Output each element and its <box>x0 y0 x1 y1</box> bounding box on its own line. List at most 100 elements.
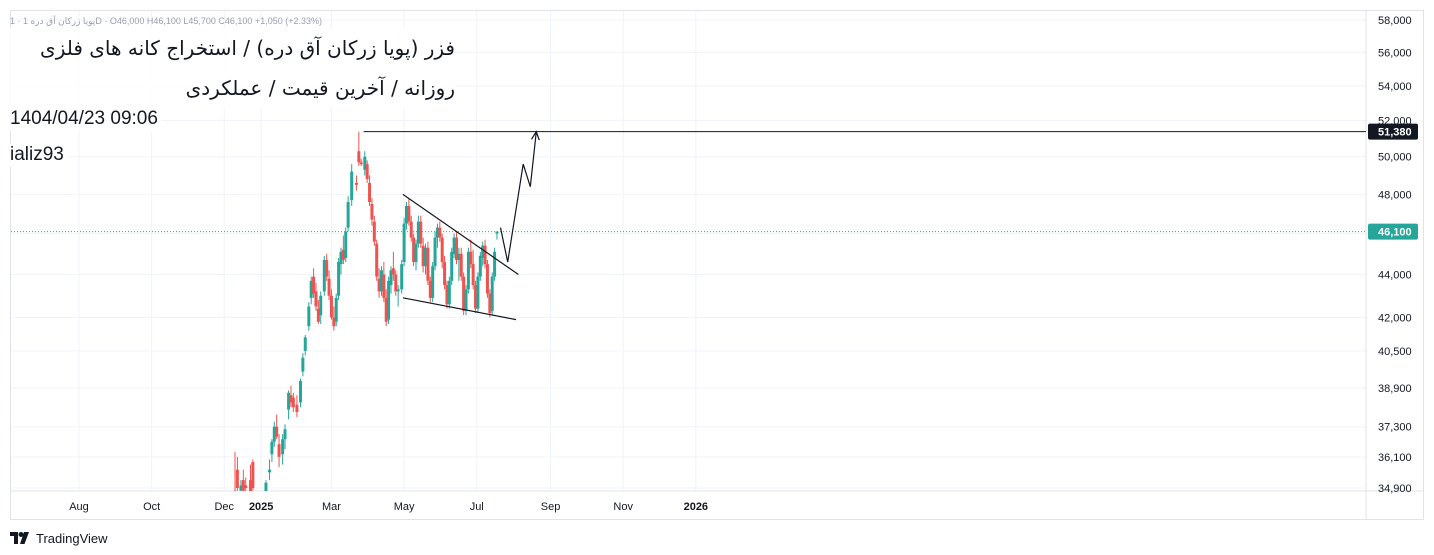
candle <box>490 272 494 316</box>
candle <box>377 268 381 298</box>
price-tick-label: 36,100 <box>1378 452 1412 464</box>
candle <box>314 282 318 311</box>
candle-body <box>447 280 451 305</box>
candle <box>382 262 386 303</box>
candle-body <box>295 404 299 413</box>
last-price-badge-label: 46,100 <box>1378 227 1412 239</box>
candle <box>443 255 447 290</box>
candle <box>350 164 354 206</box>
candle <box>481 241 485 267</box>
candle <box>433 231 437 271</box>
candle-body <box>471 264 475 286</box>
candle-body <box>493 251 497 277</box>
candle <box>346 196 350 232</box>
candle-body <box>400 264 404 290</box>
candle-body <box>409 221 413 238</box>
candle-body <box>490 276 494 311</box>
candle-body <box>452 237 456 254</box>
price-tick-label: 44,000 <box>1378 270 1412 282</box>
candles <box>233 131 499 491</box>
candle <box>301 353 305 377</box>
candle <box>396 285 400 307</box>
candle-body <box>424 247 428 267</box>
time-tick-label: Mar <box>322 501 341 513</box>
candle <box>457 247 461 281</box>
candle <box>312 268 316 298</box>
time-tick-label: Nov <box>613 501 633 513</box>
time-axis[interactable]: Aug Oct Dec 2025 Mar May Jul Sep Nov 2026 <box>69 501 708 513</box>
candle <box>428 276 432 303</box>
candle <box>334 293 338 327</box>
chart-header: پویا زرکان آق دره 1 · 1D · O46,000 H46,1… <box>10 14 455 108</box>
candle-body <box>332 317 336 327</box>
candle-body <box>244 485 248 488</box>
price-tick-label: 42,000 <box>1378 312 1412 324</box>
candle <box>239 480 243 491</box>
candle <box>244 477 248 491</box>
candle-body <box>359 162 363 165</box>
candle-body <box>488 293 492 314</box>
candle <box>445 280 449 309</box>
candle-body <box>325 259 329 277</box>
candle <box>402 217 406 267</box>
candle-body <box>241 480 245 491</box>
candle <box>483 239 487 269</box>
candle <box>495 231 499 240</box>
candle-body <box>391 268 395 275</box>
candle-body <box>483 245 487 265</box>
candle <box>450 247 454 286</box>
candle <box>307 302 311 331</box>
lower-trendline <box>402 297 517 321</box>
price-tick-label: 54,000 <box>1378 81 1412 93</box>
candle-body <box>396 289 400 292</box>
candle <box>414 239 418 271</box>
chart-frame <box>10 10 1424 520</box>
candle-body <box>350 171 354 201</box>
candle <box>409 215 413 242</box>
candle <box>363 151 367 176</box>
candle-body <box>329 295 333 318</box>
price-tick-label: 48,000 <box>1378 189 1412 201</box>
candle-body <box>402 223 406 263</box>
candle <box>407 198 411 226</box>
candle <box>264 480 268 491</box>
level-price-badge: 51,380 <box>1368 123 1418 140</box>
candle <box>316 299 320 324</box>
price-axis[interactable]: 34,900 36,100 37,300 38,900 40,500 42,000 44,0… <box>1368 15 1418 495</box>
candle-body <box>375 243 379 277</box>
candle <box>283 424 287 450</box>
candle <box>454 231 458 265</box>
time-tick-label: Sep <box>541 501 561 513</box>
candle-body <box>464 289 468 311</box>
candle-body <box>277 444 281 457</box>
price-tick-label: 40,500 <box>1378 346 1412 358</box>
tradingview-brand[interactable]: TradingView <box>10 529 108 547</box>
projection-arrowhead <box>530 130 540 141</box>
candle-body <box>291 397 295 408</box>
candle-body <box>421 245 425 267</box>
tradingview-logo-icon <box>10 532 29 544</box>
candle <box>365 160 369 183</box>
candle-body <box>431 266 435 298</box>
candle-body <box>327 278 331 296</box>
candle <box>391 251 395 281</box>
time-tick-label: Dec <box>214 501 234 513</box>
candle <box>375 239 379 281</box>
candle <box>462 272 466 316</box>
price-tick-label: 34,900 <box>1378 483 1412 495</box>
candle-body <box>419 221 423 244</box>
price-tick-label: 38,900 <box>1378 383 1412 395</box>
last-price-badge-bg <box>1368 223 1418 240</box>
candle <box>241 469 245 491</box>
candle <box>344 227 348 263</box>
candle-body <box>281 439 285 455</box>
candle-body <box>476 276 480 309</box>
candle <box>379 266 383 296</box>
candle <box>303 335 307 356</box>
publish-datetime: 1404/04/23 09:06 <box>10 107 162 131</box>
candle-body <box>377 278 381 292</box>
candle <box>435 223 439 248</box>
candle <box>370 198 374 226</box>
candle <box>404 202 408 230</box>
candle-body <box>341 249 345 260</box>
